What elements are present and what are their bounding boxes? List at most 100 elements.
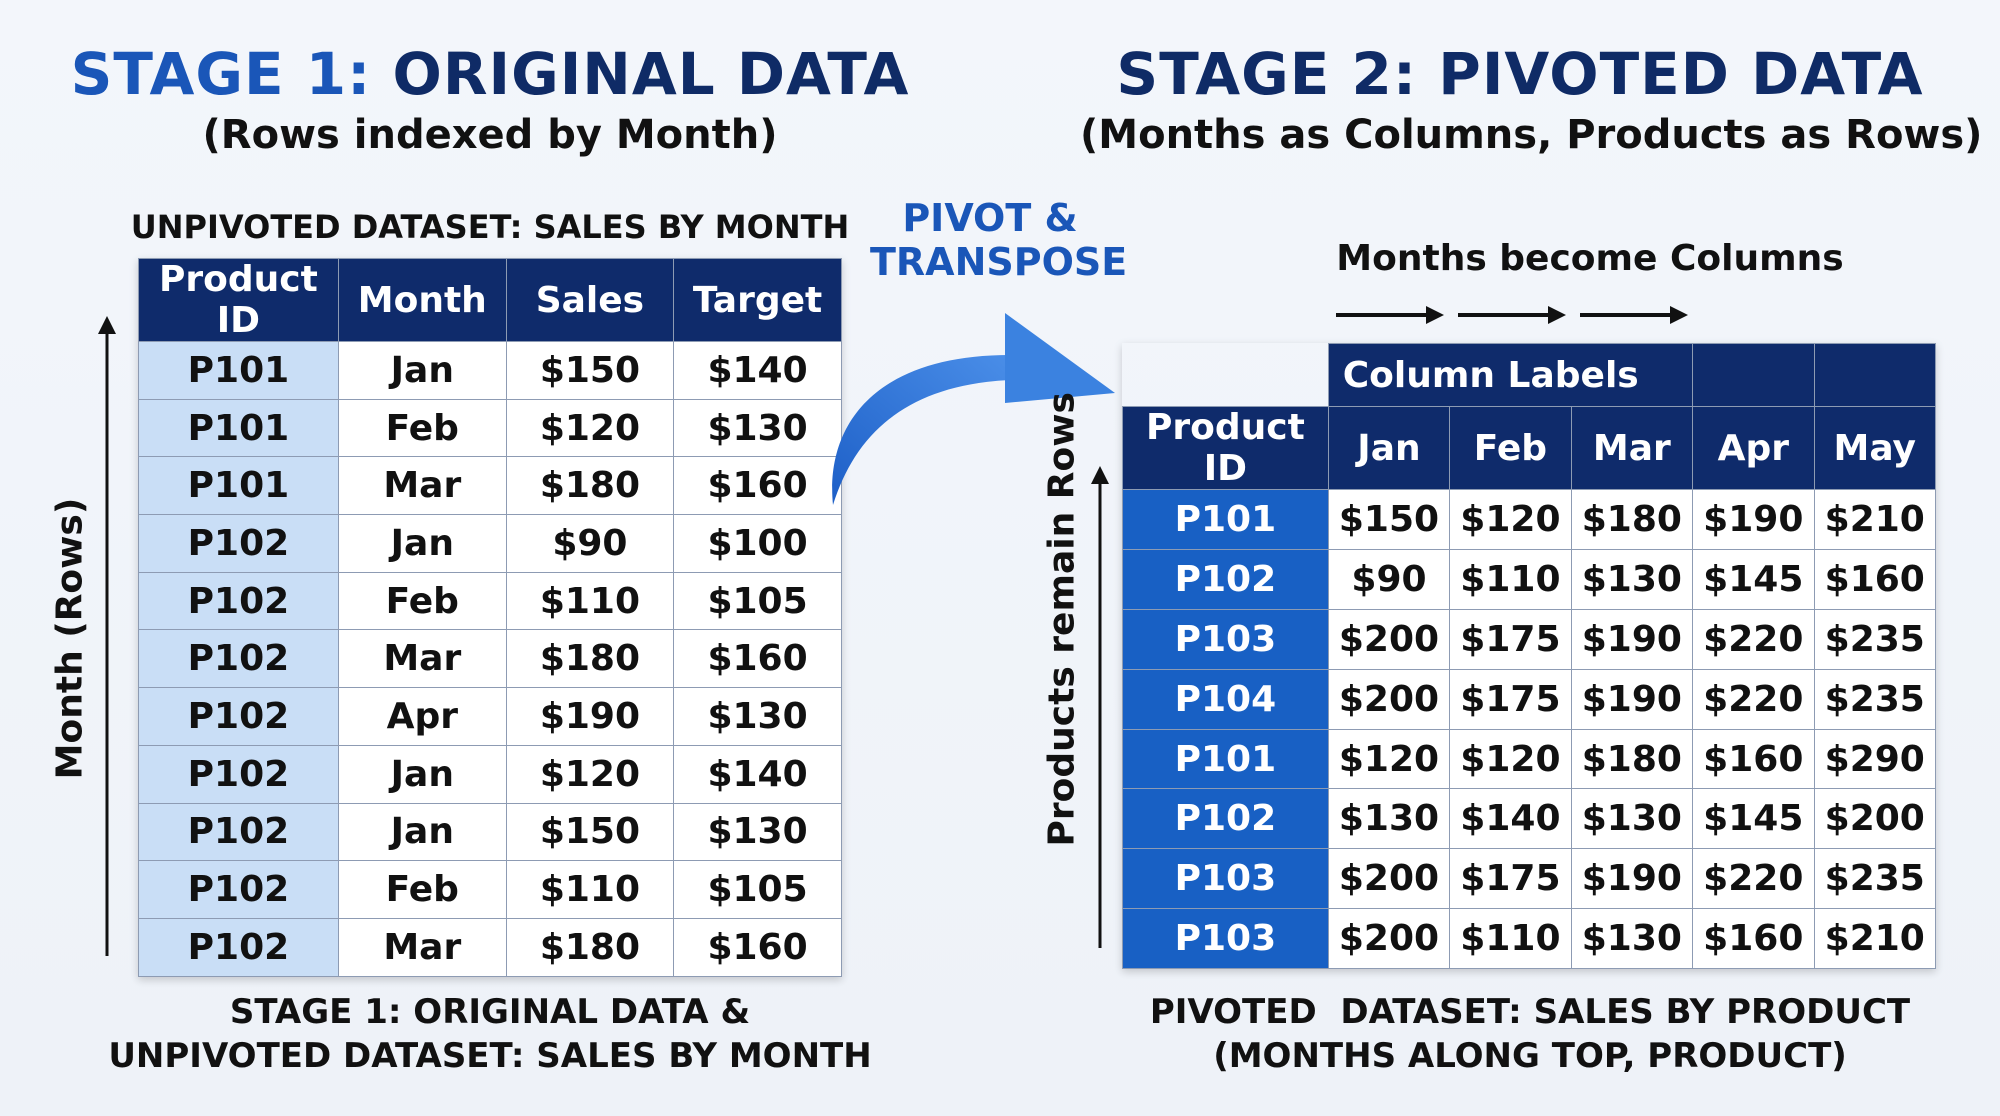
table-cell: $130 [673,398,842,458]
product-id-cell: P103 [1122,848,1329,910]
pivot-label-line1: PIVOT & [902,196,1078,240]
table-cell: $120 [1449,489,1572,550]
product-id-cell: P102 [1122,788,1329,850]
months-note: Months become Columns [1336,238,1844,279]
table-cell: $160 [1813,548,1936,610]
table-cell: $200 [1327,848,1451,910]
product-id-cell: P101 [1122,489,1329,550]
table-cell: Mar [337,456,507,516]
table-cell: $220 [1692,608,1815,670]
table-cell: $200 [1327,908,1451,970]
product-id-cell: P102 [1122,548,1329,610]
table-cell: $190 [1692,489,1815,550]
table-cell: $120 [505,744,675,804]
table-cell: $160 [673,917,842,977]
table-cell: $90 [505,514,675,573]
table-cell: $110 [505,571,675,631]
stage1-header-cell: Month [337,258,507,342]
table-cell: $150 [505,341,675,400]
stage1-header-cell: Target [673,258,842,342]
table-cell: $190 [1570,608,1694,670]
product-id-cell: P102 [138,571,339,631]
product-id-cell: P101 [138,456,339,516]
table-cell: $120 [1327,728,1451,790]
table-cell: Mar [337,917,507,977]
table-cell: $210 [1813,908,1936,970]
pivot-label-line2: TRANSPOSE [870,240,1128,284]
product-id-cell: P102 [138,917,339,977]
table-row: P102 Mar $180 $160 [138,629,842,689]
table-cell: $160 [673,629,842,689]
stage2-corner-cell [1123,344,1329,407]
table-cell: Apr [337,687,507,746]
table-cell: $90 [1327,548,1451,610]
table-cell: $220 [1692,848,1815,910]
table-cell: Feb [337,398,507,458]
table-cell: Jan [337,744,507,804]
product-id-cell: P102 [138,860,339,919]
table-cell: $190 [1570,848,1694,910]
stage2-blank-header [1692,343,1815,407]
table-cell: Jan [337,341,507,400]
product-id-cell: P102 [138,744,339,804]
table-row: P102 Feb $110 $105 [138,860,842,919]
stage2-blank-header [1813,343,1936,407]
stage2-subtitle: (Months as Columns, Products as Rows) [1080,112,1983,158]
product-id-cell: P101 [1122,728,1329,790]
table-cell: $105 [673,571,842,631]
table-cell: $105 [673,860,842,919]
stage1-footer-line2: UNPIVOTED DATASET: SALES BY MONTH [108,1036,872,1076]
product-id-cell: P103 [1122,608,1329,670]
table-row: P102 Jan $120 $140 [138,744,842,804]
table-cell: $180 [1570,489,1694,550]
table-row: P102 Feb $110 $105 [138,571,842,631]
stage2-header-cell: Apr [1692,406,1815,490]
stage1-vertical-arrow [98,316,116,956]
table-cell: $175 [1449,848,1572,910]
table-cell: $140 [1449,788,1572,850]
stage1-header-cell: Product ID [138,258,339,342]
table-cell: Jan [337,802,507,862]
stage1-header-row: Product ID Month Sales Target [138,258,842,342]
table-cell: $130 [1570,908,1694,970]
table-cell: $150 [505,802,675,862]
table-cell: $130 [1570,788,1694,850]
stage1-table: Product ID Month Sales Target P101 Jan $15… [138,258,842,977]
table-row: P102 Mar $180 $160 [138,917,842,977]
table-cell: $145 [1692,548,1815,610]
stage2-footer: PIVOTED DATASET: SALES BY PRODUCT (MONTH… [1090,990,1970,1078]
table-row: P101 Feb $120 $130 [138,398,842,458]
pivot-curved-arrow [832,313,1115,505]
stage1-subtitle: (Rows indexed by Month) [202,112,778,158]
months-arrows [1336,306,1688,324]
table-row: P102 $90 $110 $130 $145 $160 [1122,548,1936,610]
table-cell: $175 [1449,608,1572,670]
stage1-axis-label: Month (Rows) [49,497,91,780]
stage2-header-cell: May [1813,406,1936,490]
stage2-header-cell: Mar [1570,406,1694,490]
stage2-vertical-arrow [1091,466,1109,948]
table-cell: $150 [1327,489,1451,550]
table-cell: $190 [1570,668,1694,730]
stage1-table-caption: UNPIVOTED DATASET: SALES BY MONTH [130,208,850,246]
table-row: P104 $200 $175 $190 $220 $235 [1122,668,1936,730]
stage1-title-part2: ORIGINAL DATA [392,40,910,108]
stage2-table: Column Labels Product ID Jan Feb Mar Apr… [1122,343,1936,970]
table-cell: Feb [337,571,507,631]
stage2-title: STAGE 2: PIVOTED DATA [1116,40,1924,108]
table-cell: $180 [505,917,675,977]
table-row: P101 Mar $180 $160 [138,456,842,516]
stage2-header-cell: Feb [1449,406,1572,490]
stage2-header-cell: Product ID [1122,406,1329,490]
stage1-header-cell: Sales [505,258,675,342]
table-cell: $180 [1570,728,1694,790]
product-id-cell: P102 [138,802,339,862]
stage2-header-cell: Jan [1327,406,1451,490]
table-cell: $160 [673,456,842,516]
table-row: P103 $200 $175 $190 $220 $235 [1122,848,1936,910]
table-cell: $235 [1813,608,1936,670]
table-cell: $180 [505,629,675,689]
table-cell: $110 [1449,548,1572,610]
table-cell: $220 [1692,668,1815,730]
table-cell: Mar [337,629,507,689]
